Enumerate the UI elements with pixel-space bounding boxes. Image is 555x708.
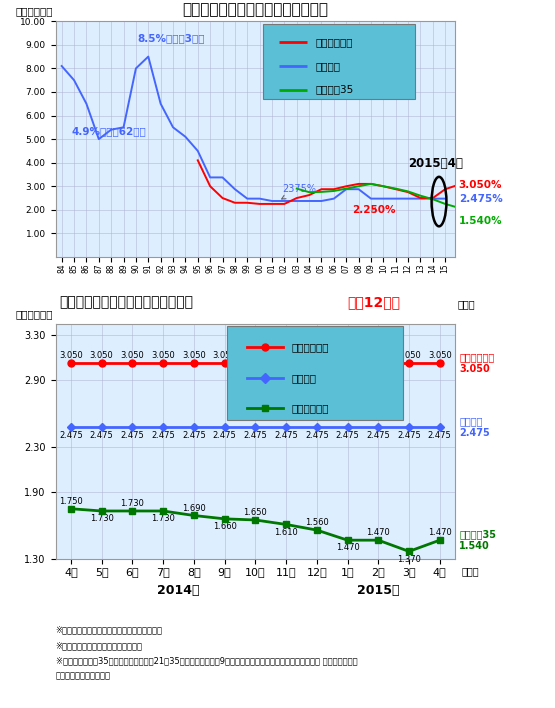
Text: 1.730: 1.730 xyxy=(151,514,175,523)
Text: 1.540%: 1.540% xyxy=(459,216,502,226)
Text: 2014年: 2014年 xyxy=(157,584,200,597)
Text: 3.050: 3.050 xyxy=(305,350,329,360)
Text: フラット35: フラット35 xyxy=(315,84,354,95)
Text: フラット35
1.540: フラット35 1.540 xyxy=(459,530,496,551)
Text: 1.610: 1.610 xyxy=(274,527,298,537)
Text: 3.050: 3.050 xyxy=(151,350,175,360)
Text: 変動金利: 変動金利 xyxy=(291,372,316,383)
Text: 3.050: 3.050 xyxy=(120,350,144,360)
Text: 2.475: 2.475 xyxy=(182,430,206,440)
Text: （年率・％）: （年率・％） xyxy=(16,309,53,319)
Text: 2.475: 2.475 xyxy=(336,430,360,440)
Text: ３年固定金利: ３年固定金利 xyxy=(315,38,353,47)
Text: 2.475%: 2.475% xyxy=(459,193,503,204)
Text: 1.750: 1.750 xyxy=(59,497,83,506)
Text: 変動金利
2.475: 変動金利 2.475 xyxy=(459,416,490,438)
Text: 2.475: 2.475 xyxy=(59,430,83,440)
Text: （年率・％）: （年率・％） xyxy=(16,6,53,16)
Text: 1.650: 1.650 xyxy=(244,508,267,517)
Text: 最も多いものを表示。: 最も多いものを表示。 xyxy=(56,671,110,680)
Text: 1.660: 1.660 xyxy=(213,522,236,531)
Text: 2.475: 2.475 xyxy=(151,430,175,440)
Text: 2.475: 2.475 xyxy=(213,430,236,440)
Text: 2.250%: 2.250% xyxy=(352,205,396,215)
Text: 1.470: 1.470 xyxy=(428,528,452,537)
Text: 2.475: 2.475 xyxy=(274,430,298,440)
FancyBboxPatch shape xyxy=(263,23,415,99)
Text: 3.050%: 3.050% xyxy=(459,180,502,190)
Text: 3.050: 3.050 xyxy=(428,350,452,360)
Title: 民間金融機関の住宅ローン金利推移: 民間金融機関の住宅ローン金利推移 xyxy=(182,2,329,17)
Text: 2.475: 2.475 xyxy=(90,430,113,440)
Text: 変動金利: 変動金利 xyxy=(315,61,340,71)
FancyBboxPatch shape xyxy=(228,326,403,420)
Text: 1.690: 1.690 xyxy=(182,503,206,513)
Text: 2.475: 2.475 xyxy=(428,430,452,440)
Text: 3.050: 3.050 xyxy=(244,350,267,360)
Text: ３年固定金利
3.050: ３年固定金利 3.050 xyxy=(459,352,495,374)
Text: 8.5%（平成3年）: 8.5%（平成3年） xyxy=(137,33,205,43)
Text: 3.050: 3.050 xyxy=(274,350,298,360)
Text: 3.050: 3.050 xyxy=(90,350,113,360)
Text: 3.050: 3.050 xyxy=(397,350,421,360)
Text: 1.470: 1.470 xyxy=(366,528,390,537)
Text: 1.470: 1.470 xyxy=(336,543,360,552)
Text: ※住宅金融支援機構公表のデータを元に編集。: ※住宅金融支援機構公表のデータを元に編集。 xyxy=(56,626,163,635)
Text: 2.475: 2.475 xyxy=(305,430,329,440)
Text: 2.475: 2.475 xyxy=(366,430,390,440)
Text: 最近12ヶ月: 最近12ヶ月 xyxy=(347,295,400,309)
Text: 1.560: 1.560 xyxy=(305,518,329,527)
Text: 1.730: 1.730 xyxy=(90,514,114,523)
Text: 3.050: 3.050 xyxy=(213,350,236,360)
Text: 3.050: 3.050 xyxy=(182,350,206,360)
Text: ３年固定金利: ３年固定金利 xyxy=(291,342,329,352)
Text: （年）: （年） xyxy=(461,566,479,576)
Text: ※最新のフラット35の金利は、返済期間21～35年タイプ（融資率9割以下）の金利の内、取り扱い金融機関が 提供する金利で: ※最新のフラット35の金利は、返済期間21～35年タイプ（融資率9割以下）の金利… xyxy=(56,656,357,665)
Text: 2015年4月: 2015年4月 xyxy=(408,157,463,171)
Text: 民間金融機関の住宅ローン金利推移: 民間金融機関の住宅ローン金利推移 xyxy=(59,295,194,309)
Text: 3.050: 3.050 xyxy=(366,350,390,360)
Text: 2375%: 2375% xyxy=(282,184,316,199)
Text: 1.730: 1.730 xyxy=(120,499,144,508)
Text: 3.050: 3.050 xyxy=(336,350,360,360)
Text: 2.475: 2.475 xyxy=(244,430,267,440)
Text: （年）: （年） xyxy=(457,299,475,309)
Text: フラット３５: フラット３５ xyxy=(291,404,329,413)
Text: 2.475: 2.475 xyxy=(397,430,421,440)
Text: ※主要都市銀行における金利を掲載。: ※主要都市銀行における金利を掲載。 xyxy=(56,641,143,650)
Text: 2015年: 2015年 xyxy=(357,584,400,597)
Text: 2.475: 2.475 xyxy=(120,430,144,440)
Text: 3.050: 3.050 xyxy=(59,350,83,360)
Text: 1.370: 1.370 xyxy=(397,554,421,564)
Text: 4.9%（昭和62年）: 4.9%（昭和62年） xyxy=(72,127,147,137)
